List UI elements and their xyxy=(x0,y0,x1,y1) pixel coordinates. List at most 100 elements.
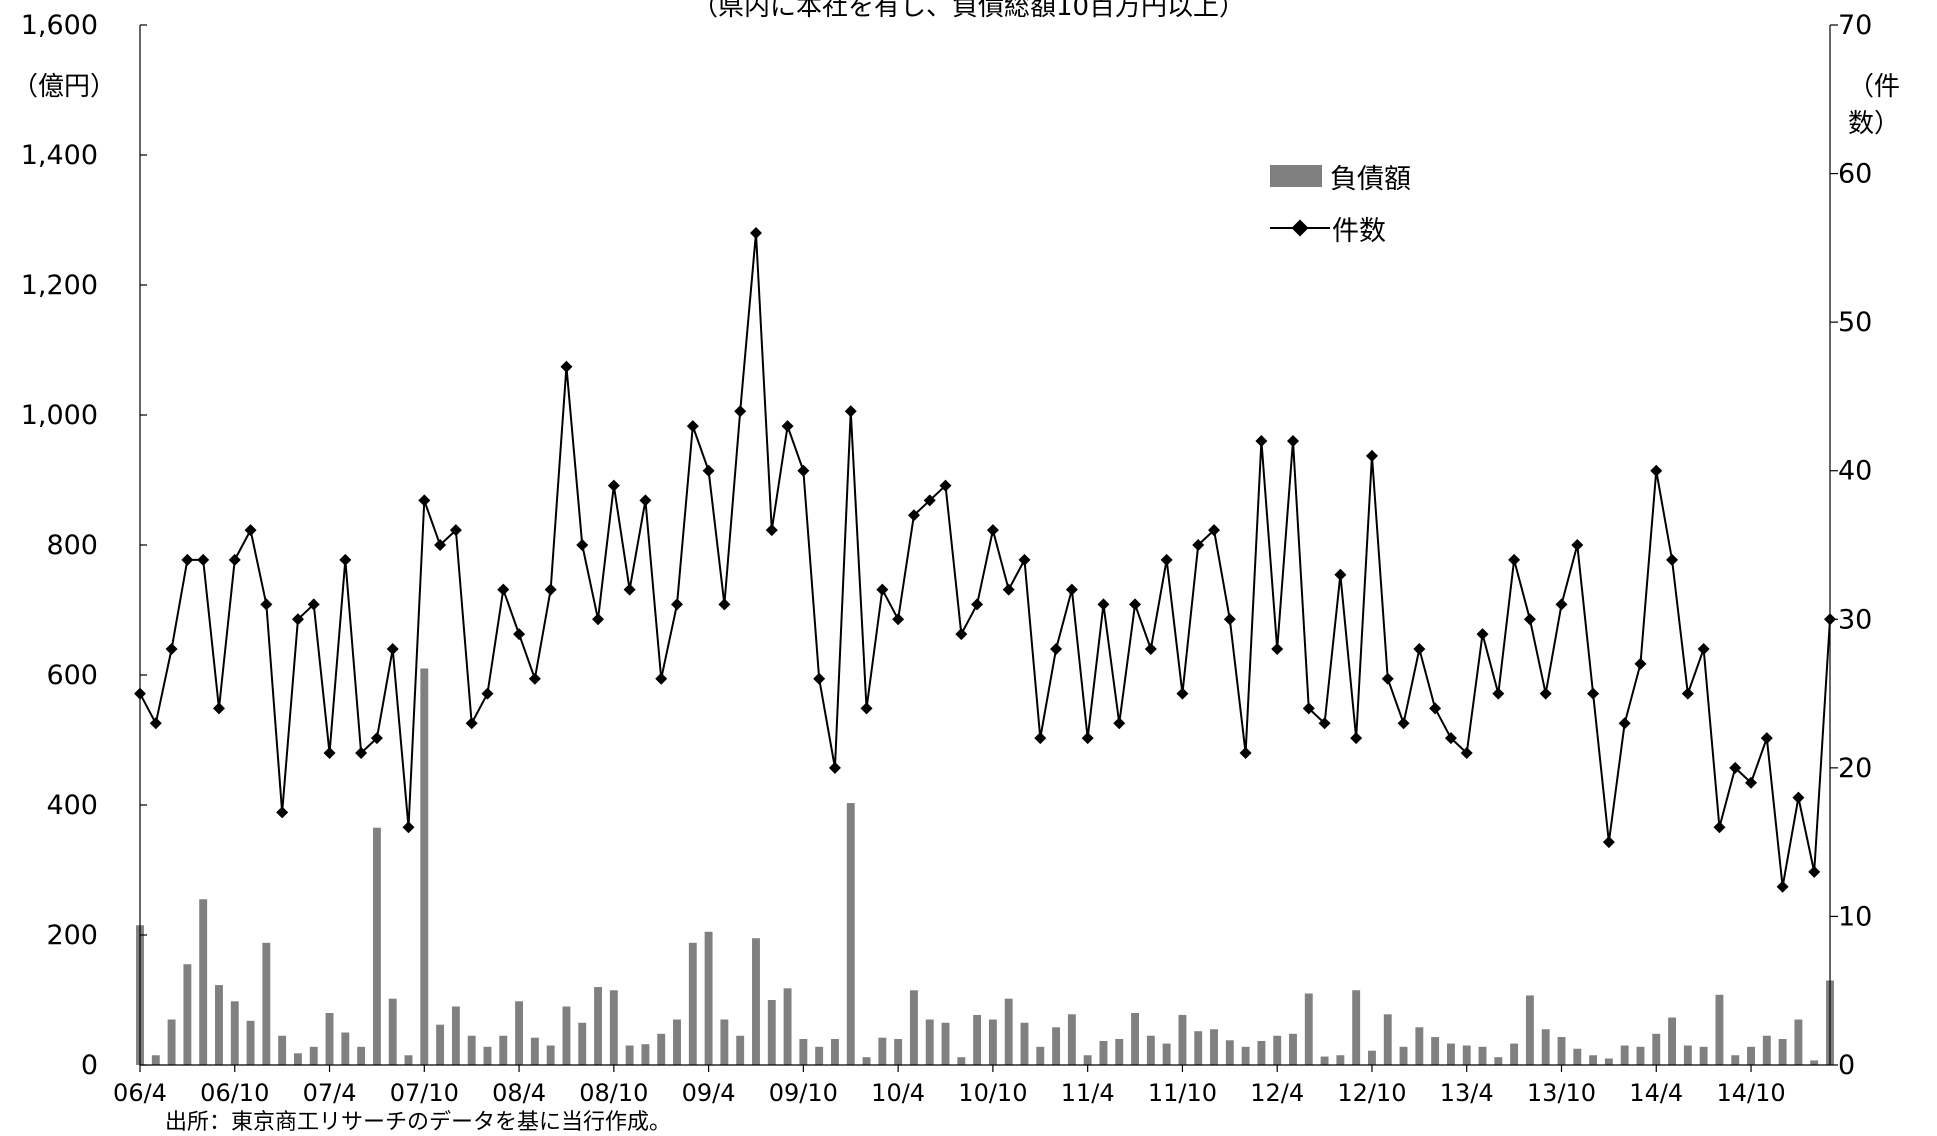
point-count-14 xyxy=(355,747,368,759)
point-count-49 xyxy=(907,509,920,522)
bar-debt-11 xyxy=(309,1046,318,1065)
point-count-56 xyxy=(1018,553,1031,566)
bar-debt-77 xyxy=(1352,990,1361,1065)
legend-label-count: 件数 xyxy=(1332,215,1386,247)
point-count-79 xyxy=(1381,672,1394,685)
bar-debt-104 xyxy=(1778,1039,1787,1065)
bar-debt-75 xyxy=(1320,1056,1329,1065)
bar-debt-10 xyxy=(293,1053,302,1065)
bar-debt-50 xyxy=(925,1019,934,1065)
left-tick-label-7: 1,400 xyxy=(21,140,98,171)
point-count-75 xyxy=(1318,717,1331,730)
bar-debt-82 xyxy=(1431,1037,1440,1065)
bar-debt-32 xyxy=(641,1044,650,1065)
bar-debt-69 xyxy=(1225,1040,1234,1065)
bar-debt-30 xyxy=(609,990,618,1065)
point-count-18 xyxy=(418,494,431,507)
point-count-78 xyxy=(1365,449,1378,462)
series-line-count xyxy=(139,232,1831,887)
point-count-46 xyxy=(860,702,873,715)
point-count-67 xyxy=(1192,539,1205,551)
point-count-69 xyxy=(1223,613,1236,626)
bar-debt-74 xyxy=(1304,993,1313,1065)
bar-debt-26 xyxy=(546,1045,555,1065)
bar-debt-29 xyxy=(594,987,602,1065)
point-count-54 xyxy=(986,524,999,537)
bar-debt-40 xyxy=(767,1000,776,1065)
right-tick-label-5: 50 xyxy=(1838,307,1872,338)
x-tick-label-17: 14/10 xyxy=(1716,1079,1785,1107)
point-count-64 xyxy=(1144,643,1157,655)
point-count-106 xyxy=(1808,865,1821,878)
bar-debt-64 xyxy=(1146,1035,1155,1065)
bar-debt-17 xyxy=(404,1055,413,1065)
legend-label-debt: 負債額 xyxy=(1330,163,1411,195)
bar-debt-14 xyxy=(357,1046,366,1065)
x-tick-label-0: 06/4 xyxy=(113,1079,167,1107)
bar-debt-37 xyxy=(720,1019,729,1065)
point-count-62 xyxy=(1113,717,1126,730)
bar-debt-53 xyxy=(973,1014,982,1065)
bar-debt-31 xyxy=(625,1045,634,1065)
bar-debt-93 xyxy=(1604,1058,1613,1065)
point-count-1 xyxy=(149,717,162,730)
point-count-31 xyxy=(623,583,636,596)
point-count-97 xyxy=(1666,553,1679,566)
bar-debt-21 xyxy=(467,1035,476,1065)
bar-debt-66 xyxy=(1178,1014,1187,1065)
bar-debt-35 xyxy=(688,942,697,1065)
point-count-84 xyxy=(1460,747,1473,759)
point-count-68 xyxy=(1208,524,1221,537)
point-count-66 xyxy=(1176,687,1189,700)
point-count-107 xyxy=(1824,613,1836,626)
point-count-57 xyxy=(1034,732,1047,745)
x-tick-label-14: 13/4 xyxy=(1440,1079,1494,1107)
point-count-7 xyxy=(244,524,257,537)
point-count-41 xyxy=(781,420,794,433)
bar-debt-49 xyxy=(909,990,918,1065)
point-count-105 xyxy=(1792,791,1805,804)
point-count-38 xyxy=(734,405,747,418)
bar-debt-79 xyxy=(1383,1014,1392,1065)
bar-debt-15 xyxy=(372,827,381,1065)
bar-debt-78 xyxy=(1368,1050,1376,1065)
left-tick-label-1: 200 xyxy=(46,920,98,951)
bar-debt-8 xyxy=(262,942,271,1065)
point-count-27 xyxy=(560,360,573,373)
point-count-2 xyxy=(165,643,178,655)
bar-debt-86 xyxy=(1494,1057,1503,1065)
bar-debt-80 xyxy=(1399,1046,1408,1065)
bar-debt-55 xyxy=(1004,998,1013,1065)
x-tick-label-11: 11/10 xyxy=(1148,1079,1217,1107)
x-tick-label-7: 09/10 xyxy=(769,1079,838,1107)
point-count-93 xyxy=(1602,836,1615,849)
point-count-37 xyxy=(718,598,731,611)
source-note: 出所：東京商工リサーチのデータを基に当行作成。 xyxy=(165,1110,672,1135)
point-count-63 xyxy=(1129,598,1142,611)
point-count-5 xyxy=(212,702,225,715)
right-tick-label-4: 40 xyxy=(1838,456,1872,487)
point-count-92 xyxy=(1587,687,1600,700)
point-count-42 xyxy=(797,464,810,477)
bar-debt-39 xyxy=(752,938,760,1065)
point-count-29 xyxy=(592,613,605,626)
point-count-23 xyxy=(497,583,510,596)
point-count-58 xyxy=(1050,643,1063,655)
bar-debt-3 xyxy=(183,964,192,1065)
right-tick-label-1: 10 xyxy=(1838,901,1872,932)
point-count-89 xyxy=(1539,687,1552,700)
point-count-48 xyxy=(892,613,905,626)
point-count-103 xyxy=(1760,732,1773,745)
left-tick-label-3: 600 xyxy=(46,660,98,691)
point-count-90 xyxy=(1555,598,1568,611)
point-count-13 xyxy=(339,553,352,566)
bar-debt-61 xyxy=(1099,1040,1108,1065)
bar-debt-63 xyxy=(1131,1013,1139,1065)
bar-debt-105 xyxy=(1794,1019,1803,1065)
point-count-101 xyxy=(1729,761,1742,774)
bar-debt-73 xyxy=(1289,1033,1297,1065)
point-count-9 xyxy=(276,806,289,819)
point-count-83 xyxy=(1444,732,1457,745)
right-axis-unit-label: （件数） xyxy=(1848,72,1901,139)
bar-debt-4 xyxy=(199,899,208,1065)
